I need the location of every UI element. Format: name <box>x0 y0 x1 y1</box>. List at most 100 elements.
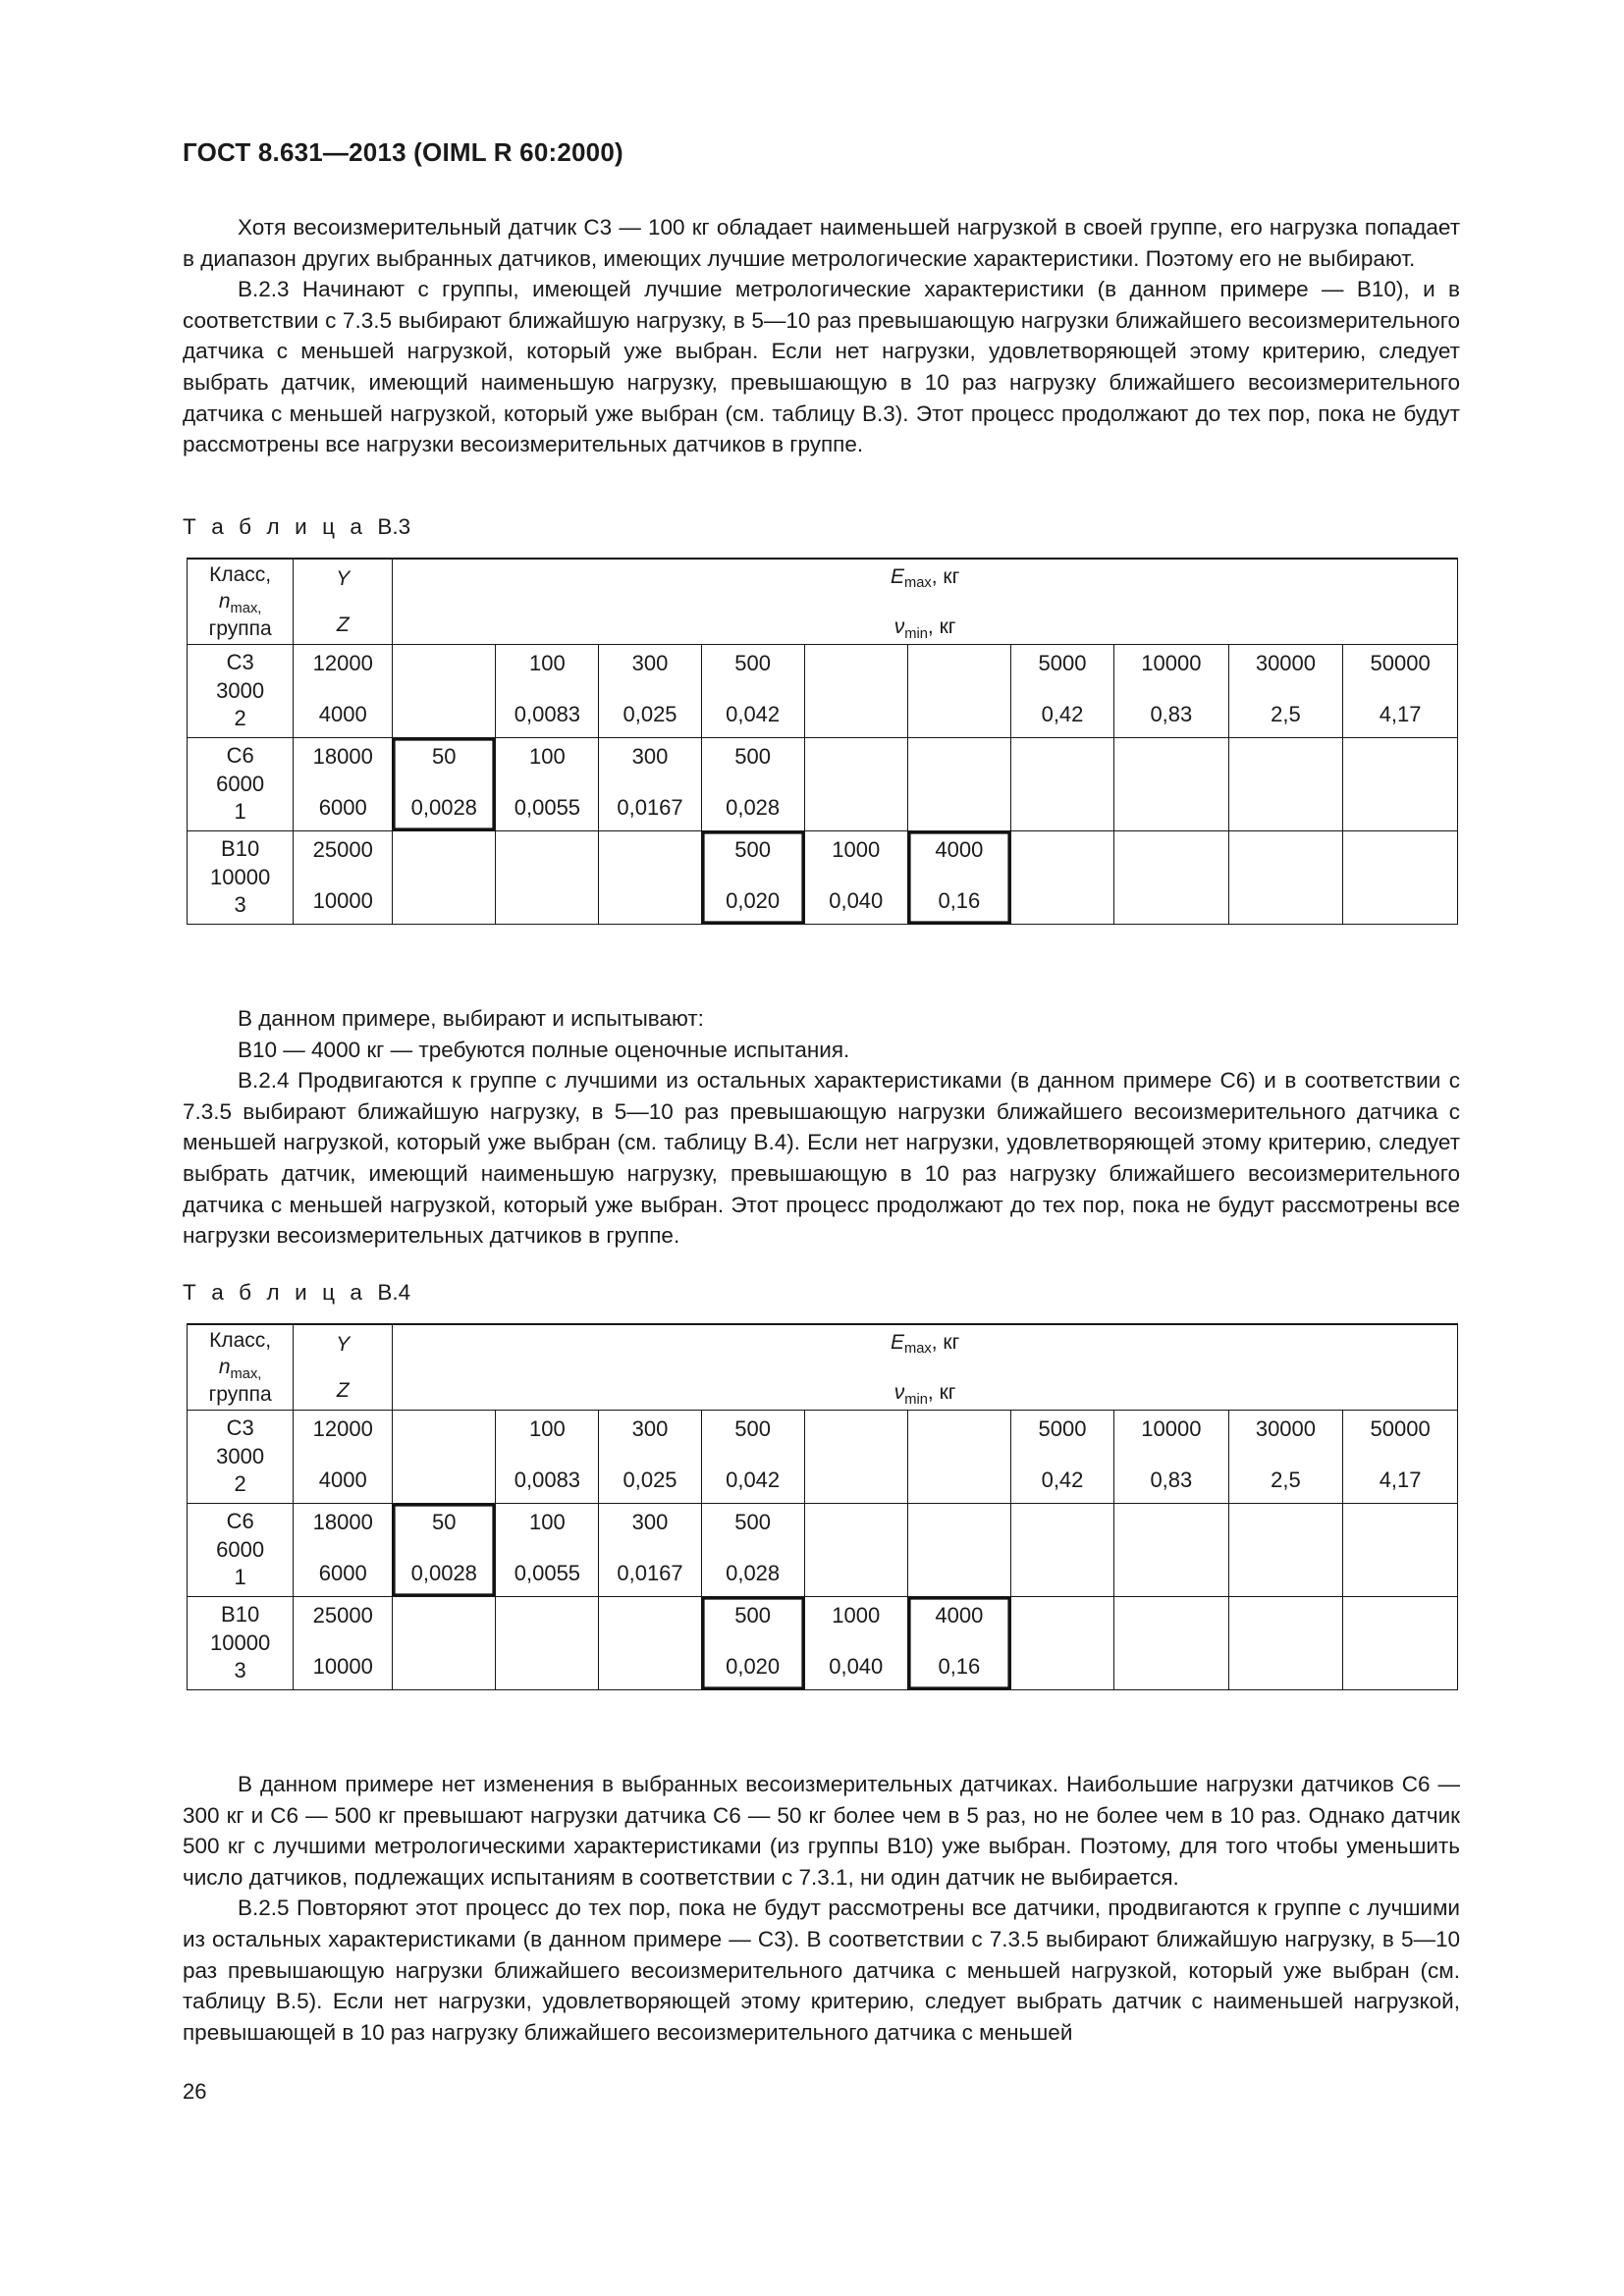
cell-load: 300 0,025 <box>598 1410 702 1504</box>
cell-vmin-value: 4,17 <box>1379 1468 1422 1492</box>
cell-load <box>392 1596 497 1690</box>
cell-load: 50000 4,17 <box>1342 644 1458 738</box>
cell-load <box>1227 737 1344 831</box>
cell-vmin-value: 0,025 <box>623 702 677 726</box>
cell-yz-values: 25000 10000 <box>293 830 394 925</box>
cell-emax-value: 300 <box>631 1510 669 1534</box>
page-number: 26 <box>183 2079 207 2104</box>
cell-class-line-1: С6 <box>226 743 254 769</box>
cell-emax-value: 500 <box>734 1510 771 1534</box>
cell-class-line-3: 2 <box>234 706 246 731</box>
paragraph-block-intro: Хотя весоизмерительный датчик С3 — 100 к… <box>183 212 1460 460</box>
paragraph-b25: В.2.5 Повторяют этот процесс до тех пор,… <box>183 1896 1460 2045</box>
cell-vmin-value: 0,028 <box>726 1561 781 1585</box>
cell-load: 5000 0,42 <box>1009 1410 1115 1504</box>
cell-class-group: С6 6000 1 <box>186 1503 295 1597</box>
cell-y-value: 18000 <box>312 1510 373 1534</box>
table_b4-header-row: Класс, nmax, группа Y Z Emax, кг νmin, кг <box>186 1323 1458 1411</box>
column-header-class-line2: nmax, <box>218 1356 262 1383</box>
cell-load: 500 0,042 <box>700 644 805 738</box>
cell-vmin-value: 0,042 <box>726 1468 781 1492</box>
cell-load <box>803 1410 908 1504</box>
column-header-class-line3: группа <box>208 1382 272 1406</box>
table-row: С3 3000 2 12000 4000 100 0,0083 300 0,025 500 0,04… <box>186 1410 1458 1504</box>
cell-load <box>803 1503 908 1597</box>
cell-z-value: 4000 <box>318 1468 367 1492</box>
cell-load: 300 0,0167 <box>598 737 702 831</box>
column-header-class-line2: nmax, <box>218 590 262 617</box>
table-b3-caption-label: Т а б л и ц а <box>183 514 378 539</box>
cell-class-line-2: 3000 <box>216 677 265 703</box>
cell-load: 5000 0,42 <box>1009 644 1115 738</box>
cell-class-line-1: С6 <box>226 1509 254 1534</box>
cell-emax-value: 100 <box>529 651 566 675</box>
column-header-emax: Emax, кг <box>890 564 960 592</box>
cell-load <box>598 1596 702 1690</box>
cell-yz-values: 12000 4000 <box>293 1410 394 1504</box>
cell-load: 100 0,0055 <box>495 737 600 831</box>
cell-load <box>803 644 908 738</box>
cell-emax-value: 300 <box>631 651 669 675</box>
table-b3-caption: Т а б л и ц а В.3 <box>183 514 410 540</box>
cell-class-group: С3 3000 2 <box>186 1410 295 1504</box>
paragraph-example-b10: В10 — 4000 кг — требуются полные оценочн… <box>238 1037 850 1062</box>
cell-emax-value: 100 <box>529 1510 566 1534</box>
cell-load <box>1342 737 1458 831</box>
cell-class-line-3: 2 <box>234 1471 246 1497</box>
cell-emax-value: 1000 <box>832 1603 881 1628</box>
cell-emax-value: 5000 <box>1038 1416 1087 1441</box>
cell-y-value: 12000 <box>312 651 373 675</box>
column-header-class-line1: Класс, <box>209 1329 272 1353</box>
cell-class-line-1: С3 <box>226 650 254 675</box>
column-header-z: Z <box>336 614 350 636</box>
cell-class-line-3: 1 <box>234 799 246 825</box>
table_b3-header-row: Класс, nmax, группа Y Z Emax, кг νmin, кг <box>186 558 1458 645</box>
column-header-vmin: νmin, кг <box>893 615 956 642</box>
table-row: С6 6000 1 18000 6000 50 0,0028 100 0,0055 300 0,01… <box>186 1503 1458 1597</box>
cell-vmin-value: 0,42 <box>1041 702 1084 726</box>
cell-emax-value: 500 <box>734 651 771 675</box>
cell-selected-load: 50 0,0028 <box>392 1503 497 1597</box>
cell-emax-value: 300 <box>631 744 669 769</box>
cell-class-line-3: 3 <box>234 892 246 918</box>
cell-emax-value: 100 <box>529 1416 566 1441</box>
table-b3-caption-number: В.3 <box>377 514 411 539</box>
cell-emax-value: 50000 <box>1370 1416 1431 1441</box>
cell-emax-value: 10000 <box>1141 1416 1202 1441</box>
cell-load <box>1009 1503 1115 1597</box>
cell-load: 50000 4,17 <box>1342 1410 1458 1504</box>
cell-class-line-2: 10000 <box>210 864 271 889</box>
cell-load: 30000 2,5 <box>1227 644 1344 738</box>
cell-emax-value: 50 <box>432 744 457 769</box>
table-b4-caption-label: Т а б л и ц а <box>183 1280 378 1305</box>
column-header-z: Z <box>336 1379 350 1402</box>
column-header-class-line1: Класс, <box>209 563 272 587</box>
cell-class-line-1: В10 <box>221 836 260 862</box>
cell-load <box>1342 1596 1458 1690</box>
cell-load <box>906 644 1011 738</box>
cell-load <box>1227 1596 1344 1690</box>
cell-load <box>598 830 702 925</box>
cell-vmin-value: 0,0028 <box>410 795 477 820</box>
cell-selected-load: 500 0,020 <box>700 830 805 925</box>
table-b4-caption: Т а б л и ц а В.4 <box>183 1280 410 1306</box>
cell-load: 1000 0,040 <box>803 1596 908 1690</box>
cell-vmin-value: 0,0055 <box>514 795 581 820</box>
cell-vmin-value: 0,83 <box>1150 702 1193 726</box>
cell-vmin-value: 0,020 <box>726 888 781 913</box>
cell-vmin-value: 0,16 <box>938 1654 981 1679</box>
paragraph-block-middle: В данном примере, выбирают и испытывают:… <box>183 1003 1460 1252</box>
cell-emax-value: 1000 <box>832 837 881 862</box>
cell-vmin-value: 0,040 <box>829 1654 884 1679</box>
table-b4-caption-number: В.4 <box>377 1280 411 1305</box>
cell-emax-value: 5000 <box>1038 651 1087 675</box>
paragraph-b24: В.2.4 Продвигаются к группе с лучшими из… <box>183 1068 1460 1249</box>
document-running-header: ГОСТ 8.631—2013 (OIML R 60:2000) <box>183 137 623 167</box>
cell-load: 10000 0,83 <box>1113 1410 1229 1504</box>
table-row: В10 10000 3 25000 10000 500 0,020 1000 0,040 4000… <box>186 830 1458 925</box>
cell-load <box>803 737 908 831</box>
table-b3-body: Класс, nmax, группа Y Z Emax, кг νmin, кг С3 300… <box>186 558 1458 925</box>
cell-load <box>495 1596 600 1690</box>
cell-selected-load: 4000 0,16 <box>906 1596 1011 1690</box>
table-row: С6 6000 1 18000 6000 50 0,0028 100 0,0055 300 0,01… <box>186 737 1458 831</box>
